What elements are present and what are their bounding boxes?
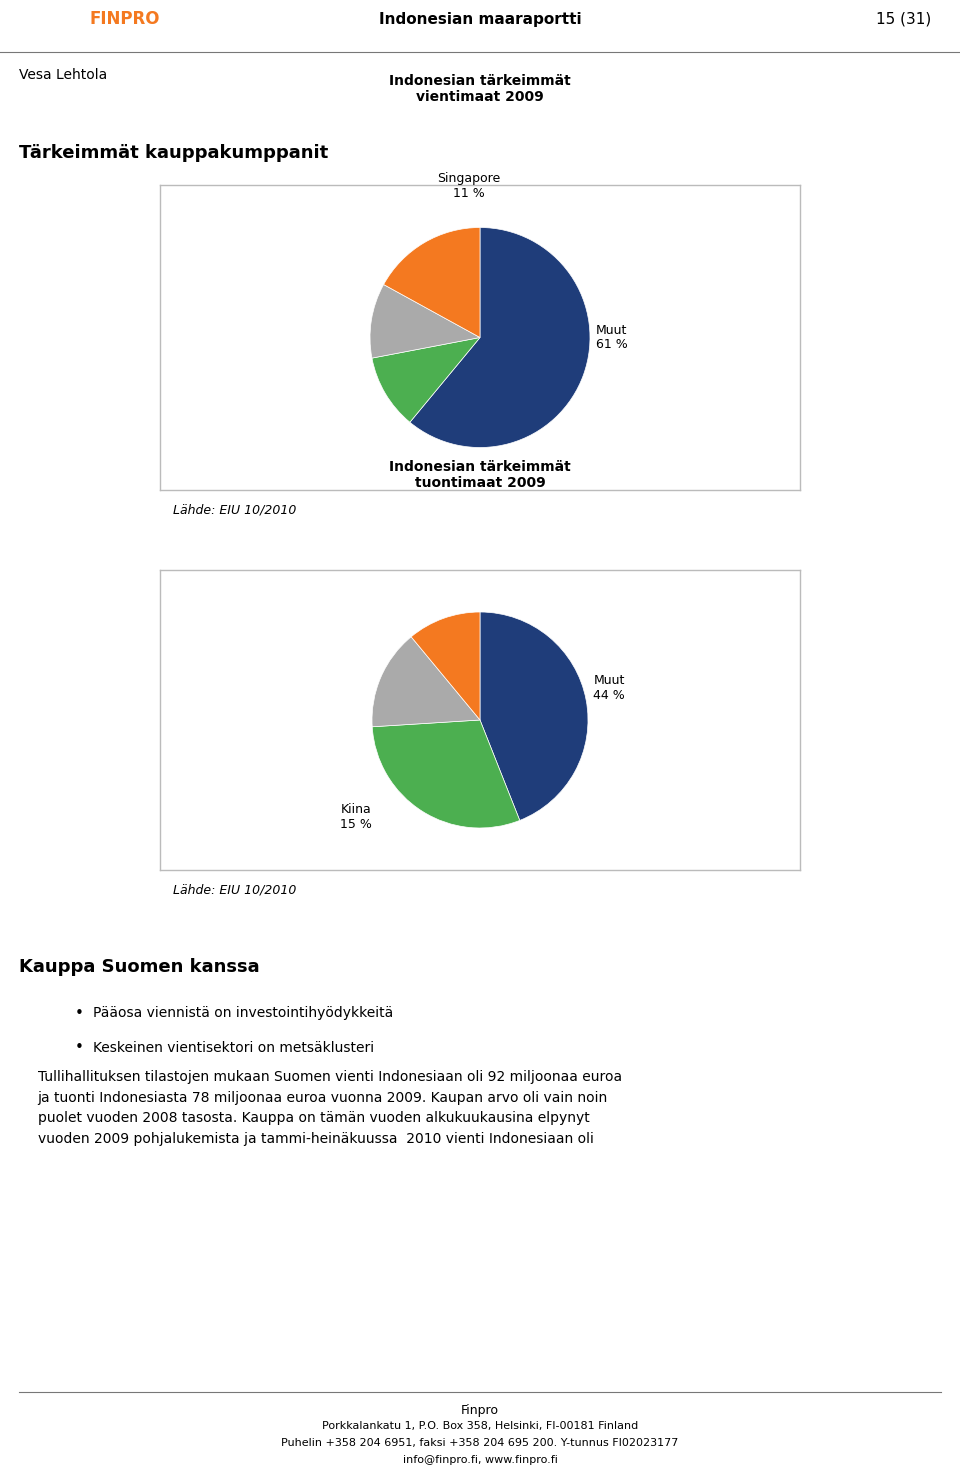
Wedge shape: [410, 227, 590, 447]
Text: Keskeinen vientisektori on metsäklusteri: Keskeinen vientisektori on metsäklusteri: [93, 1040, 374, 1055]
Wedge shape: [372, 637, 480, 726]
Text: Tärkeimmät kauppakumppanit: Tärkeimmät kauppakumppanit: [19, 144, 328, 161]
Text: •: •: [75, 1005, 84, 1021]
Wedge shape: [411, 612, 480, 720]
Text: 15 (31): 15 (31): [876, 12, 931, 26]
Text: Pääosa viennistä on investointihyödykkeitä: Pääosa viennistä on investointihyödykkei…: [93, 1005, 394, 1020]
Text: Puhelin +358 204 6951, faksi +358 204 695 200. Y-tunnus FI02023177: Puhelin +358 204 6951, faksi +358 204 69…: [281, 1438, 679, 1448]
Text: Porkkalankatu 1, P.O. Box 358, Helsinki, FI-00181 Finland: Porkkalankatu 1, P.O. Box 358, Helsinki,…: [322, 1422, 638, 1430]
Text: Singapore
11 %: Singapore 11 %: [438, 172, 500, 200]
Text: Lähde: EIU 10/2010: Lähde: EIU 10/2010: [173, 503, 297, 516]
Text: Kiina
15 %: Kiina 15 %: [340, 804, 372, 832]
Wedge shape: [384, 227, 480, 337]
Text: Vesa Lehtola: Vesa Lehtola: [19, 67, 108, 82]
Text: Muut
44 %: Muut 44 %: [593, 673, 625, 701]
Text: Lähde: EIU 10/2010: Lähde: EIU 10/2010: [173, 883, 297, 896]
Text: FINPRO: FINPRO: [89, 10, 160, 28]
Wedge shape: [372, 337, 480, 422]
Wedge shape: [370, 285, 480, 358]
Wedge shape: [480, 612, 588, 820]
Text: Tullihallituksen tilastojen mukaan Suomen vienti Indonesiaan oli 92 miljoonaa eu: Tullihallituksen tilastojen mukaan Suome…: [37, 1069, 622, 1146]
Text: Indonesian tärkeimmät
vientimaat 2009: Indonesian tärkeimmät vientimaat 2009: [389, 73, 571, 104]
Text: Finpro: Finpro: [461, 1404, 499, 1417]
Text: info@finpro.fi, www.finpro.fi: info@finpro.fi, www.finpro.fi: [402, 1455, 558, 1464]
Text: •: •: [75, 1040, 84, 1055]
Text: Indonesian tärkeimmät
tuontimaat 2009: Indonesian tärkeimmät tuontimaat 2009: [389, 461, 571, 490]
Text: Muut
61 %: Muut 61 %: [595, 324, 627, 352]
Wedge shape: [372, 720, 519, 827]
Text: Indonesian maaraportti: Indonesian maaraportti: [378, 12, 582, 26]
Text: Kauppa Suomen kanssa: Kauppa Suomen kanssa: [19, 958, 260, 977]
